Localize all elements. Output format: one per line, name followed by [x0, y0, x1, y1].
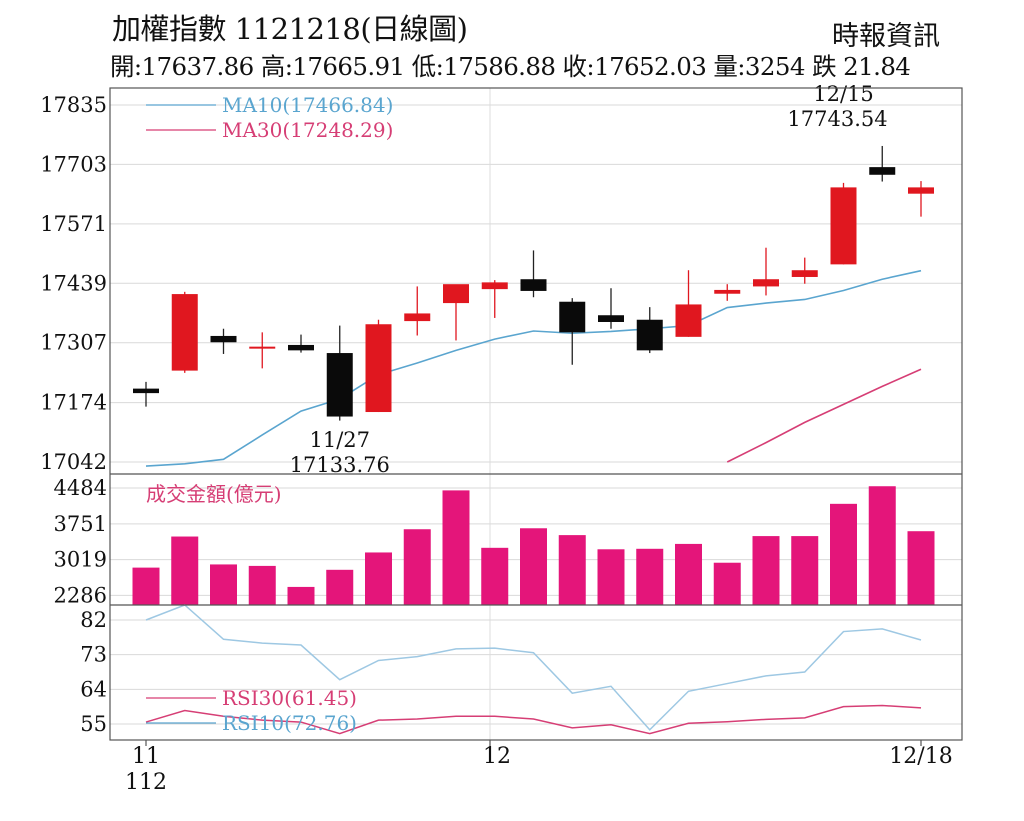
candle-body — [636, 319, 663, 351]
candle-body — [326, 353, 353, 417]
turnover-bar — [210, 564, 237, 605]
turnover-bars — [132, 486, 935, 605]
candle-body — [598, 315, 624, 322]
turnover-bar — [171, 536, 199, 605]
moving-average-lines — [145, 269, 922, 467]
candle-body — [559, 301, 586, 333]
turnover-title: 成交金額(億元) — [146, 482, 282, 506]
legends: 成交金額(億元) MA10(17466.84)MA30(17248.29) RSI3… — [146, 93, 393, 735]
price-legend-label: MA30(17248.29) — [222, 118, 393, 142]
turnover-bar — [442, 490, 470, 605]
turnover-bar — [791, 536, 819, 605]
x-tick-label: 12/18 — [889, 744, 952, 769]
turnover-bar — [597, 549, 625, 605]
turnover-bar — [830, 503, 857, 605]
turnover-bar — [248, 565, 276, 605]
candle-body — [210, 335, 237, 343]
low-value-label: 17133.76 — [290, 453, 390, 477]
volume-tick-label: 4484 — [54, 476, 107, 500]
candle-body — [520, 279, 547, 291]
candle-body — [830, 187, 857, 265]
turnover-bar — [481, 547, 509, 605]
x-tick-label: 112 — [125, 770, 167, 795]
rsi-tick-label: 73 — [80, 643, 107, 667]
source-label: 時報資訊 — [832, 21, 940, 52]
turnover-bar — [713, 562, 741, 605]
turnover-bar — [287, 586, 315, 605]
rsi-tick-label: 82 — [80, 608, 107, 632]
candle-body — [249, 346, 276, 349]
candle-body — [288, 344, 314, 351]
candle-body — [481, 282, 508, 290]
chart-title: 加權指數 1121218(日線圖) — [112, 12, 468, 46]
candle-body — [675, 304, 702, 337]
price-tick-label: 17571 — [40, 212, 107, 236]
candle-body — [443, 284, 469, 304]
rsi-legend-label: RSI10(72.76) — [222, 711, 357, 735]
rsi-tick-label: 55 — [80, 712, 107, 736]
turnover-bar — [752, 536, 780, 605]
price-tick-label: 17307 — [40, 331, 107, 355]
price-tick-label: 17439 — [40, 271, 107, 295]
candle-body — [714, 289, 741, 294]
daily-stats: 開:17637.86 高:17665.91 低:17586.88 收:17652… — [110, 52, 911, 81]
turnover-bar — [907, 531, 935, 605]
candle-body — [404, 313, 431, 322]
turnover-bar — [326, 569, 354, 605]
rsi-lines — [145, 604, 922, 735]
price-tick-label: 17042 — [40, 450, 107, 474]
plot-border — [109, 87, 963, 741]
volume-tick-label: 2286 — [54, 583, 107, 607]
ma30-line — [726, 368, 922, 463]
turnover-bar — [636, 548, 664, 605]
candle-body — [908, 187, 934, 194]
x-tick-label: 11 — [132, 744, 160, 769]
x-tick-label: 12 — [483, 744, 511, 769]
volume-tick-label: 3019 — [54, 548, 107, 572]
candle-body — [133, 388, 159, 394]
price-tick-label: 17703 — [40, 152, 107, 176]
high-value-label: 17743.54 — [787, 107, 887, 131]
turnover-bar — [403, 529, 431, 605]
turnover-bar — [520, 528, 547, 605]
price-legend-label: MA10(17466.84) — [222, 93, 393, 117]
ma10-line — [145, 269, 922, 467]
candle-body — [753, 279, 779, 287]
rsi30-line — [145, 704, 922, 735]
candle-body — [171, 294, 198, 371]
rsi-tick-label: 64 — [80, 677, 107, 701]
rsi10-line — [145, 604, 922, 731]
turnover-bar — [558, 535, 586, 605]
price-tick-label: 17174 — [40, 391, 107, 415]
candle-body — [869, 167, 896, 175]
turnover-bar — [132, 567, 160, 605]
turnover-bar — [675, 543, 702, 605]
turnover-bar — [868, 486, 896, 605]
high-date-label: 12/15 — [813, 82, 874, 106]
rsi-legend-label: RSI30(61.45) — [222, 686, 357, 710]
candlesticks — [133, 145, 934, 421]
candle-body — [365, 324, 392, 413]
candle-body — [791, 270, 818, 277]
low-date-label: 11/27 — [309, 428, 370, 452]
chart-frame — [109, 87, 963, 741]
turnover-bar — [365, 552, 392, 605]
price-tick-label: 17835 — [40, 93, 107, 117]
volume-tick-label: 3751 — [54, 512, 107, 536]
